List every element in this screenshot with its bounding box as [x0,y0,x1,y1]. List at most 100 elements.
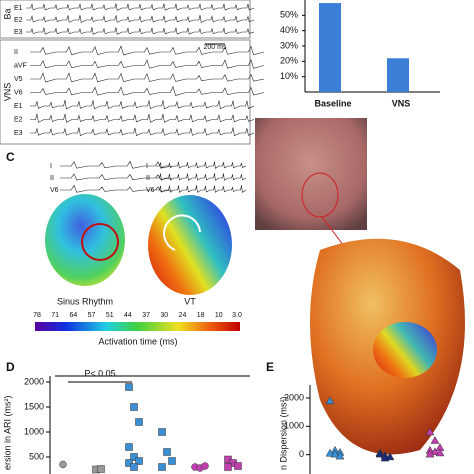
ecg-trace [60,184,173,193]
annotation: P< 0.05 [84,368,115,378]
ecg-trace [26,27,255,35]
point [125,459,133,467]
bar [387,58,409,92]
lead-label: E2 [14,116,23,123]
reentry-arrow [163,214,201,251]
y-tick-label: 1500 [24,401,44,411]
map-sinus [45,194,125,286]
point [130,463,138,471]
lead-label: V6 [146,187,155,194]
point [325,396,335,405]
y-axis-label: n Dispersion (ms²) [278,396,288,470]
baseline-label: Ba [2,8,12,19]
ecg-trace [30,113,255,123]
heart-map [373,322,437,378]
ecg-trace [156,161,247,169]
panel-letter: D [6,360,15,374]
point [325,448,335,457]
lead-label: I [50,163,52,170]
y-tick-label: 10% [280,71,298,81]
y-tick-label: 50% [280,10,298,20]
colorbar-label: 30 [160,312,168,319]
scale-label: 200 ms [204,44,227,51]
colorbar-label: 51 [106,312,114,319]
point [234,462,242,470]
ecg-trace [30,99,255,110]
lead-label: II [14,49,18,56]
baseline-box [0,0,251,39]
colorbar [35,322,240,331]
colorbar-label: 71 [51,312,59,319]
lead-label: V6 [50,187,59,194]
colorbar-title: Activation time (ms) [98,336,177,346]
y-tick-label: 1000 [284,421,304,431]
colorbar-label: 44 [124,312,132,319]
point [425,427,435,436]
ecg-trace [30,59,265,69]
point [380,453,390,462]
point [135,457,143,465]
ecg-trace [30,45,265,56]
y-tick-label: 500 [29,451,44,461]
ecg-trace [60,160,173,169]
point [335,451,345,460]
y-tick-label: 40% [280,25,298,35]
ecg-trace [30,127,255,137]
point [425,449,435,458]
panel-letter: E [266,360,274,374]
ecg-trace [156,173,247,181]
point [330,449,340,458]
ecg-trace [30,72,265,83]
y-tick-label: 30% [280,40,298,50]
photo-circle [301,172,339,218]
map-title: Sinus Rhythm [57,296,113,306]
y-tick-label: 20% [280,56,298,66]
map-circle [81,223,119,261]
point [125,383,133,391]
lead-label: II [146,175,150,182]
point [435,448,445,457]
point [385,452,395,461]
colorbar-label: 24 [179,312,187,319]
point [130,453,138,461]
heart-photo [255,118,367,230]
lead-label: E2 [14,17,23,24]
point [224,463,232,471]
lead-label: E1 [14,103,23,110]
x-tick-label: Baseline [314,98,351,108]
lead-label: aVF [14,62,27,69]
point [430,435,440,444]
x-tick-label: VNS [392,98,411,108]
lead-label: E1 [14,5,23,12]
lead-label: I [146,163,148,170]
point [168,457,176,465]
ecg-trace [60,173,173,181]
colorbar-label: 64 [69,312,77,319]
vns-label: VNS [2,83,12,102]
point [158,428,166,436]
colorbar-label: 78 [33,312,41,319]
point [125,443,133,451]
ecg-trace [26,3,255,11]
colorbar-label: 37 [142,312,150,319]
point [135,418,143,426]
point [158,463,166,471]
colorbar-label: 3.0 [232,312,242,319]
y-tick-label: 0 [299,449,304,459]
point [97,465,105,473]
ecg-trace [30,85,265,96]
lead-label: V6 [14,89,23,96]
vns-box [0,39,251,145]
bar [319,3,341,93]
ecg-trace [156,185,247,193]
point [130,403,138,411]
lead-label: E3 [14,130,23,137]
y-axis-label: ersion in ARI (ms²) [2,395,12,470]
point [430,447,440,456]
point [59,460,67,469]
y-tick-label: 1000 [24,426,44,436]
point [163,448,171,456]
colorbar-label: 57 [88,312,96,319]
